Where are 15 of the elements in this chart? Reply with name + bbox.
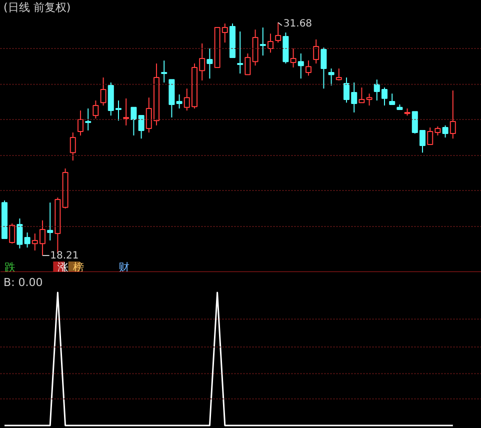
candlestick [450, 90, 456, 140]
candlestick [176, 94, 182, 109]
candlestick [206, 48, 213, 80]
chart-title: (日线 前复权) [4, 1, 71, 14]
candlestick [47, 202, 54, 241]
candlestick [298, 52, 304, 80]
candlestick [237, 30, 244, 74]
annotation: 31.68 [283, 18, 312, 30]
chart-title: B: 0.00 [4, 276, 43, 289]
candlestick [85, 108, 92, 131]
annotation: 18.21 [50, 250, 79, 262]
candlestick [123, 98, 130, 126]
candlestick [290, 48, 296, 68]
candlestick [260, 27, 266, 56]
candlestick [161, 60, 168, 84]
